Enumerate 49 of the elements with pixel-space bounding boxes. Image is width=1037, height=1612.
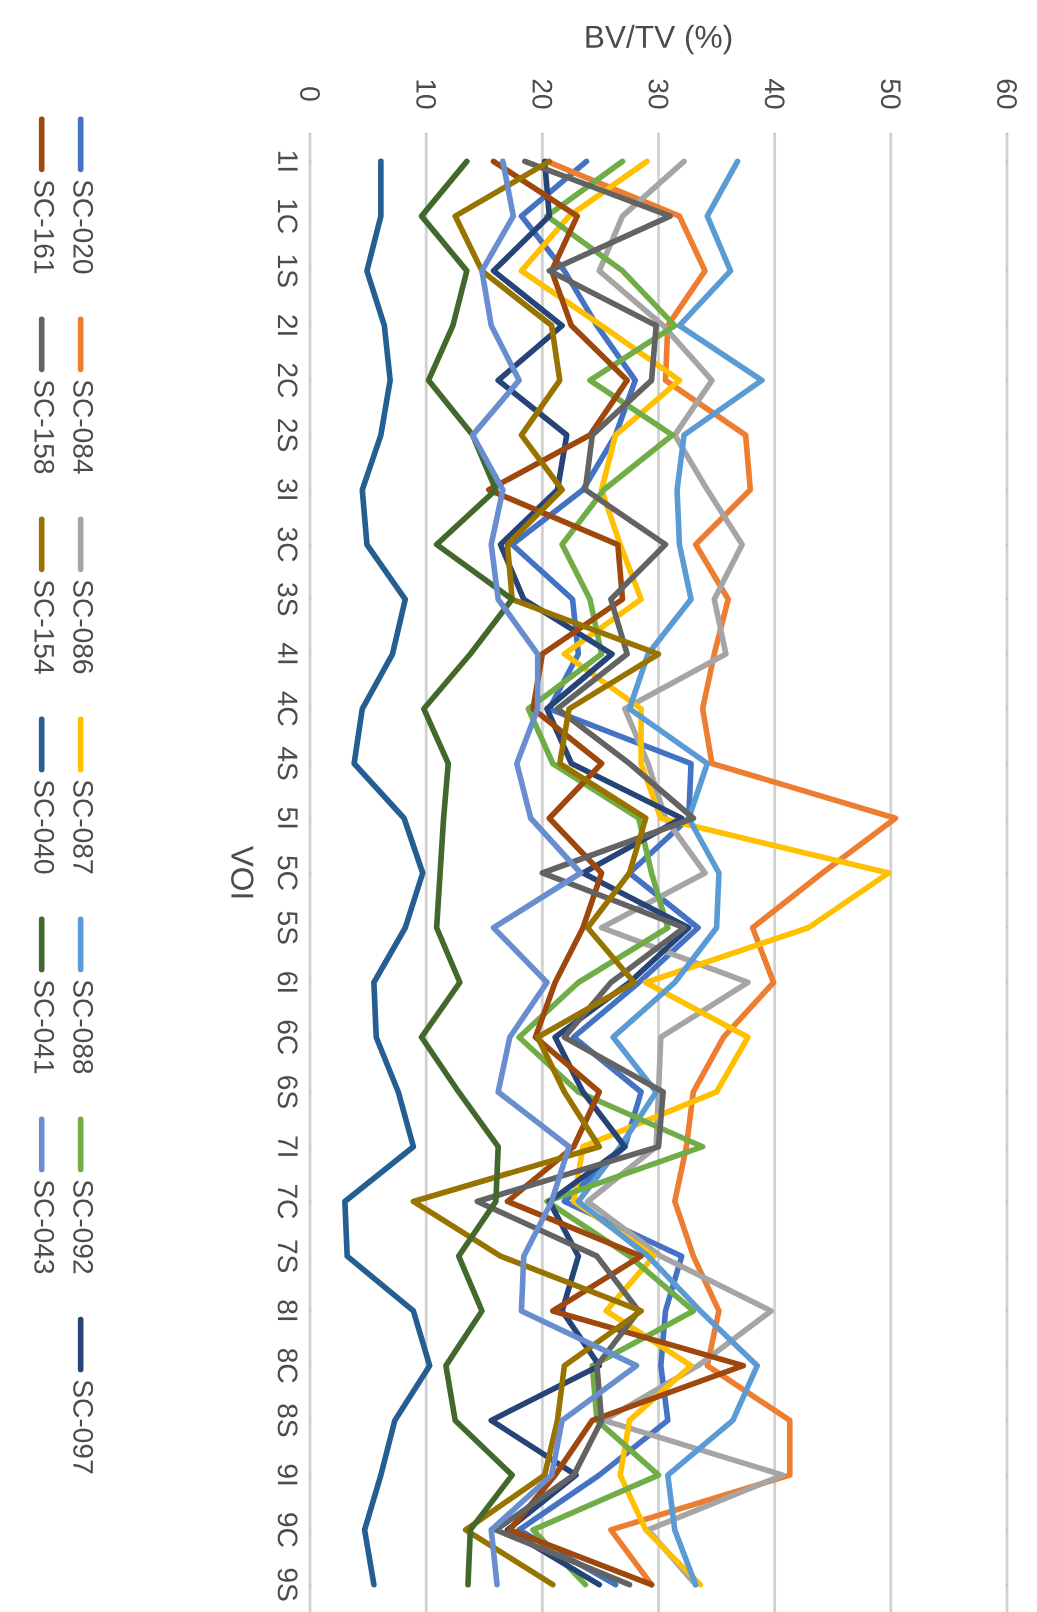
y-tick-label: 7I <box>278 1136 298 1156</box>
y-tick-label: 8S <box>277 1404 298 1437</box>
y-tick-label: 6S <box>277 1076 298 1108</box>
legend-label: SC-158 <box>34 380 55 474</box>
legend-label: SC-040 <box>34 780 55 874</box>
y-axis-title: VOI <box>231 845 254 898</box>
y-tick-label: 9S <box>277 1568 298 1601</box>
y-tick-label: 1S <box>277 255 298 287</box>
legend-label: SC-161 <box>34 180 55 274</box>
x-tick-label: 0 <box>300 87 320 101</box>
y-tick-label: 2C <box>277 363 298 398</box>
y-tick-label: 3S <box>277 583 298 616</box>
y-tick-label: 8C <box>277 1348 298 1383</box>
x-tick-label: 30 <box>648 79 669 109</box>
y-tick-label: 5I <box>277 807 298 828</box>
y-tick-label: 7S <box>277 1240 298 1273</box>
x-tick-label: 60 <box>997 79 1017 109</box>
legend-label: SC-092 <box>73 1180 94 1274</box>
x-tick-label: 10 <box>416 80 437 109</box>
y-tick-label: 9I <box>277 1464 298 1485</box>
legend-label: SC-020 <box>73 180 94 274</box>
y-tick-label: 5C <box>277 856 298 890</box>
y-tick-label: 5S <box>277 911 298 944</box>
legend-label: SC-088 <box>73 980 94 1074</box>
y-tick-label: 2I <box>277 315 298 335</box>
y-tick-label: 2S <box>277 419 298 451</box>
x-tick-label: 20 <box>532 79 553 109</box>
legend-label: SC-097 <box>73 1380 94 1474</box>
y-tick-label: 9C <box>277 1513 298 1547</box>
y-tick-label: 8I <box>277 1300 298 1321</box>
legend-label: SC-086 <box>73 580 94 674</box>
x-tick-label: 40 <box>764 79 785 109</box>
y-tick-label: 3I <box>277 479 298 499</box>
y-tick-label: 4C <box>277 691 298 726</box>
legend-label: SC-041 <box>34 980 55 1074</box>
legend-label: SC-087 <box>73 780 94 874</box>
legend-label: SC-154 <box>34 580 55 674</box>
y-tick-label: 4I <box>278 642 298 664</box>
y-tick-label: 6C <box>277 1020 298 1055</box>
y-tick-label: 7C <box>277 1184 298 1219</box>
legend-label: SC-043 <box>34 1180 55 1274</box>
x-axis-title: BV/TV (%) <box>586 24 732 55</box>
x-tick-label: 50 <box>880 79 901 109</box>
y-tick-label: 4S <box>277 746 298 780</box>
legend-label: SC-084 <box>73 380 94 474</box>
y-tick-label: 3C <box>277 527 298 562</box>
y-tick-label: 6I <box>277 972 298 992</box>
y-tick-label: 1I <box>278 151 298 171</box>
y-tick-label: 1C <box>277 200 298 233</box>
